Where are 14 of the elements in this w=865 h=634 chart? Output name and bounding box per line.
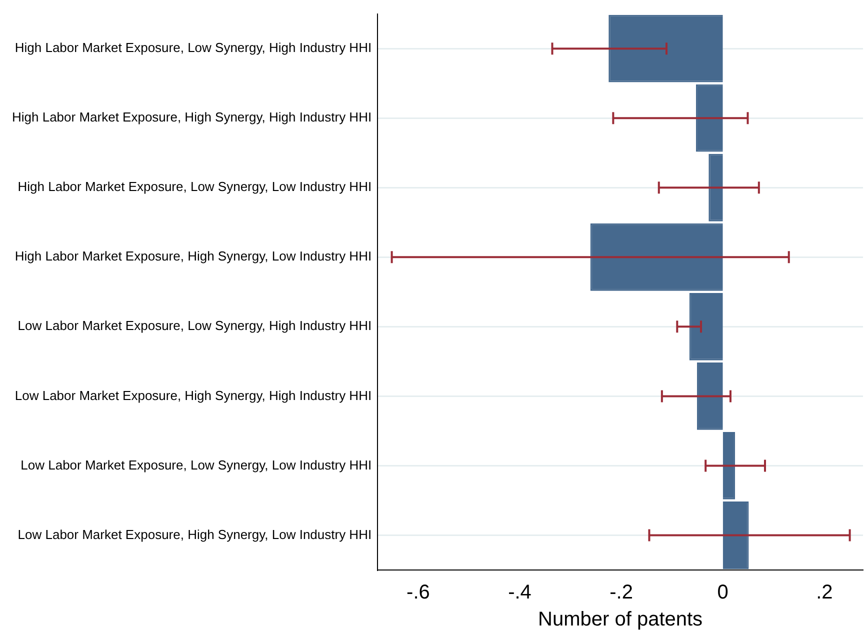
- y-tick-label: High Labor Market Exposure, High Synergy, High Industry HHI: [12, 110, 372, 125]
- x-tick-label: 0: [717, 582, 728, 604]
- x-tick-label: .2: [816, 582, 833, 604]
- y-tick-label: High Labor Market Exposure, Low Synergy, Low Industry HHI: [18, 179, 372, 194]
- x-tick-label: -.6: [406, 582, 430, 604]
- y-tick-label: High Labor Market Exposure, Low Synergy, High Industry HHI: [14, 40, 372, 56]
- y-tick-label: Low Labor Market Exposure, High Synergy, High Industry HHI: [14, 388, 372, 403]
- x-axis-title: Number of patents: [538, 608, 703, 631]
- y-tick-label: Low Labor Market Exposure, Low Synergy, High Industry HHI: [18, 318, 372, 334]
- y-tick-label: High Labor Market Exposure, High Synergy, Low Industry HHI: [14, 248, 372, 264]
- x-tick-label: -.4: [508, 582, 532, 604]
- x-tick-label: -.2: [610, 582, 633, 604]
- y-tick-label: Low Labor Market Exposure, High Synergy, Low Industry HHI: [18, 526, 372, 542]
- y-tick-label: Low Labor Market Exposure, Low Synergy, Low Industry HHI: [20, 457, 372, 472]
